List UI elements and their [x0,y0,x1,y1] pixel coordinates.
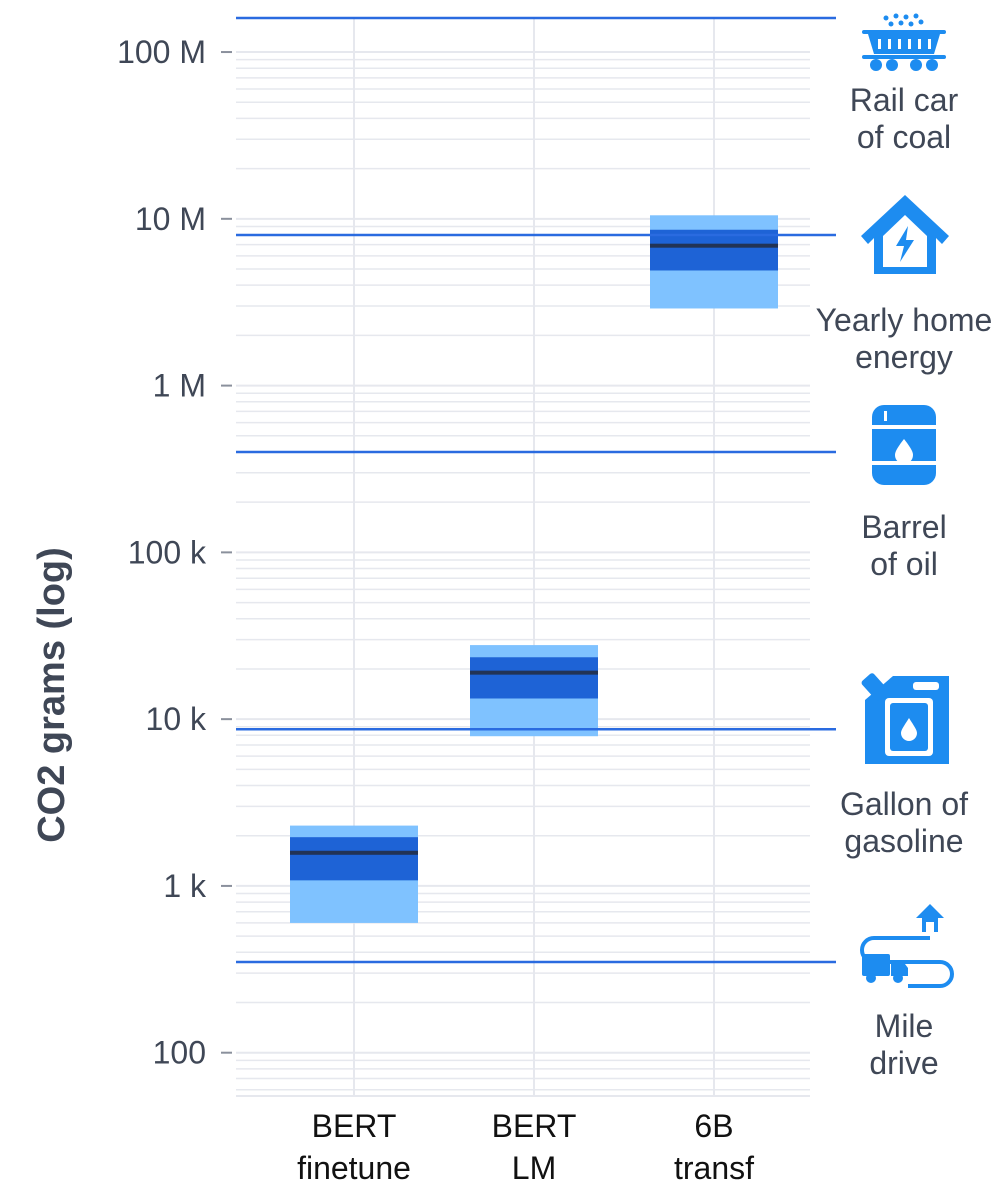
reference-label: energy [855,339,953,375]
x-axis: BERT finetune BERT LM 6B transf [297,1108,754,1186]
y-tick-label: 10 k [146,701,207,737]
box [290,825,418,923]
oil-barrel-icon [872,405,936,485]
x-tick-label: 6B [694,1108,733,1144]
y-tick-label: 1 M [153,368,206,404]
reference-label: of coal [857,119,951,155]
reference-label: Mile [875,1008,934,1044]
reference-label: drive [869,1045,938,1081]
reference-label: of oil [870,546,938,582]
box [470,645,598,737]
x-tick-label: BERT [312,1108,397,1144]
y-tick-label: 10 M [135,201,206,237]
y-axis-label: CO2 grams (log) [31,547,73,843]
reference-lines [236,16,836,964]
inner-range-band [470,657,598,699]
reference-label: gasoline [844,823,963,859]
median-line [290,850,418,855]
median-line [470,670,598,675]
grid [236,18,810,1097]
reference-label: Barrel [861,509,946,545]
y-tick-label: 100 [153,1035,206,1071]
truck-route-icon [860,904,954,988]
inner-range-band [650,229,778,271]
gasoline-can-icon [861,673,949,764]
y-tick-label: 1 k [163,868,207,904]
y-axis: 100 1 k 10 k 100 k 1 M 10 M 100 M [117,34,232,1071]
box [650,215,778,309]
rail-car-icon [862,13,946,71]
reference-label: Gallon of [840,786,968,822]
median-line [650,243,778,248]
boxes [290,215,778,923]
x-tick-label: BERT [492,1108,577,1144]
y-tick-label: 100 M [117,34,206,70]
inner-range-band [290,837,418,881]
x-tick-label: transf [674,1150,754,1186]
x-tick-label: LM [512,1150,556,1186]
x-tick-label: finetune [297,1150,411,1186]
reference-label: Yearly home [816,302,993,338]
reference-icons [860,13,954,988]
y-tick-label: 100 k [128,534,207,570]
reference-label: Rail car [850,82,959,118]
house-energy-icon [861,195,949,274]
